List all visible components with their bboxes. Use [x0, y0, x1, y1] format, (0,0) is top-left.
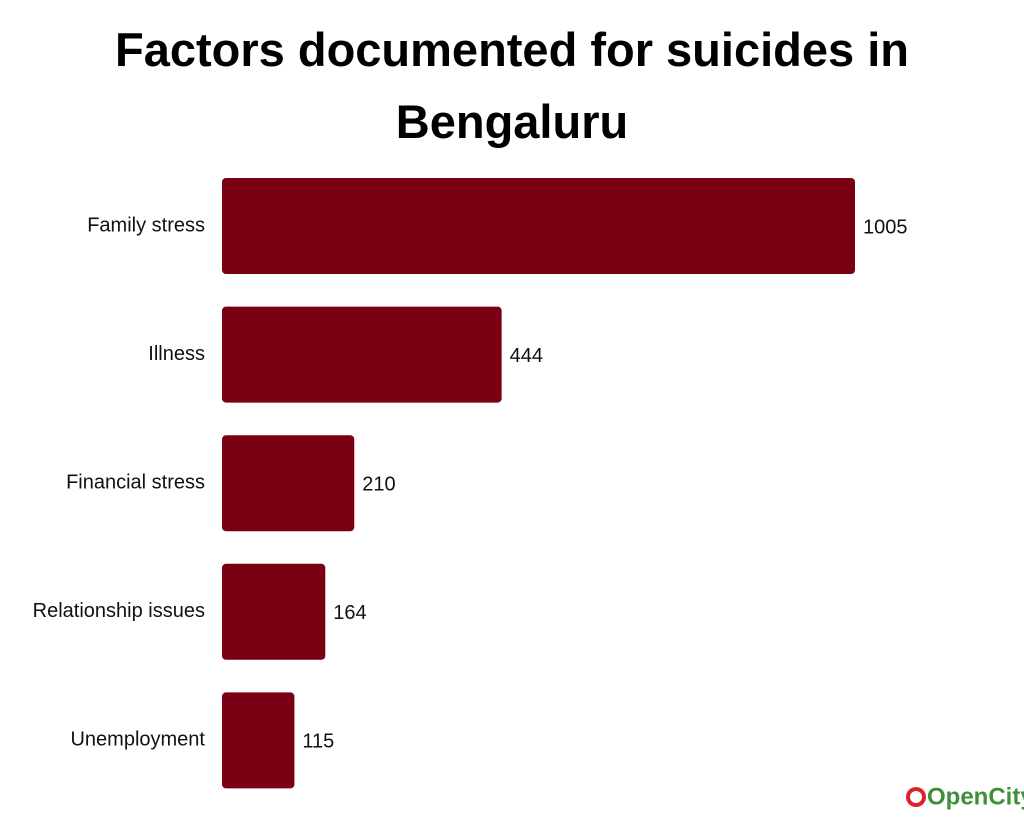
- chart-title: Factors documented for suicides in Benga…: [115, 23, 909, 148]
- value-label: 444: [510, 345, 543, 367]
- bar: [222, 692, 295, 789]
- bar: [222, 306, 502, 403]
- value-label: 1005: [863, 216, 908, 238]
- bar: [222, 563, 326, 660]
- bar: [222, 178, 855, 274]
- logo-icon-inner: [910, 791, 922, 803]
- y-tick-label: Financial stress: [66, 471, 205, 493]
- value-label: 210: [362, 473, 395, 495]
- y-tick-label: Relationship issues: [33, 600, 205, 622]
- y-tick-label: Illness: [148, 343, 205, 365]
- logo: OpenCity: [927, 783, 1024, 810]
- value-label: 115: [302, 731, 334, 753]
- y-tick-label: Unemployment: [70, 729, 205, 751]
- bar: [222, 435, 355, 532]
- y-tick-label: Family stress: [87, 214, 205, 236]
- value-label: 164: [333, 602, 366, 624]
